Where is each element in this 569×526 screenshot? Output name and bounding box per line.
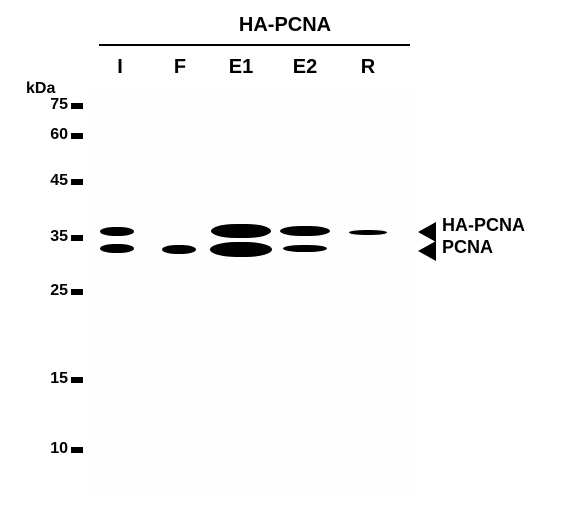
mw-label-15: 15: [50, 370, 68, 388]
blot-membrane: [87, 86, 411, 498]
band-e2-5: [280, 226, 330, 236]
band-e1-4: [210, 242, 272, 257]
mw-tick-35: [71, 235, 83, 241]
mw-label-75: 75: [50, 96, 68, 114]
mw-tick-60: [71, 133, 83, 139]
mw-tick-25: [71, 289, 83, 295]
mw-tick-15: [71, 377, 83, 383]
lane-label-e2: E2: [293, 56, 317, 79]
mw-tick-10: [71, 447, 83, 453]
mw-label-60: 60: [50, 126, 68, 144]
band-i-1: [100, 244, 134, 253]
band-e1-3: [211, 224, 271, 238]
band-annotation-ha-pcna: HA-PCNA: [442, 215, 525, 236]
mw-label-25: 25: [50, 282, 68, 300]
band-i-0: [100, 227, 134, 236]
arrow-icon: [418, 222, 436, 242]
lane-label-f: F: [174, 56, 186, 79]
lane-label-r: R: [361, 56, 375, 79]
mw-tick-75: [71, 103, 83, 109]
lane-label-i: I: [117, 56, 123, 79]
lane-label-e1: E1: [229, 56, 253, 79]
band-e2-6: [283, 245, 327, 252]
mw-tick-45: [71, 179, 83, 185]
mw-label-10: 10: [50, 440, 68, 458]
mw-label-35: 35: [50, 228, 68, 246]
band-annotation-pcna: PCNA: [442, 237, 493, 258]
band-f-2: [162, 245, 196, 254]
title-underline: [99, 44, 410, 46]
figure-title: HA-PCNA: [225, 14, 345, 37]
mw-label-45: 45: [50, 172, 68, 190]
band-r-7: [349, 230, 387, 235]
arrow-icon: [418, 241, 436, 261]
